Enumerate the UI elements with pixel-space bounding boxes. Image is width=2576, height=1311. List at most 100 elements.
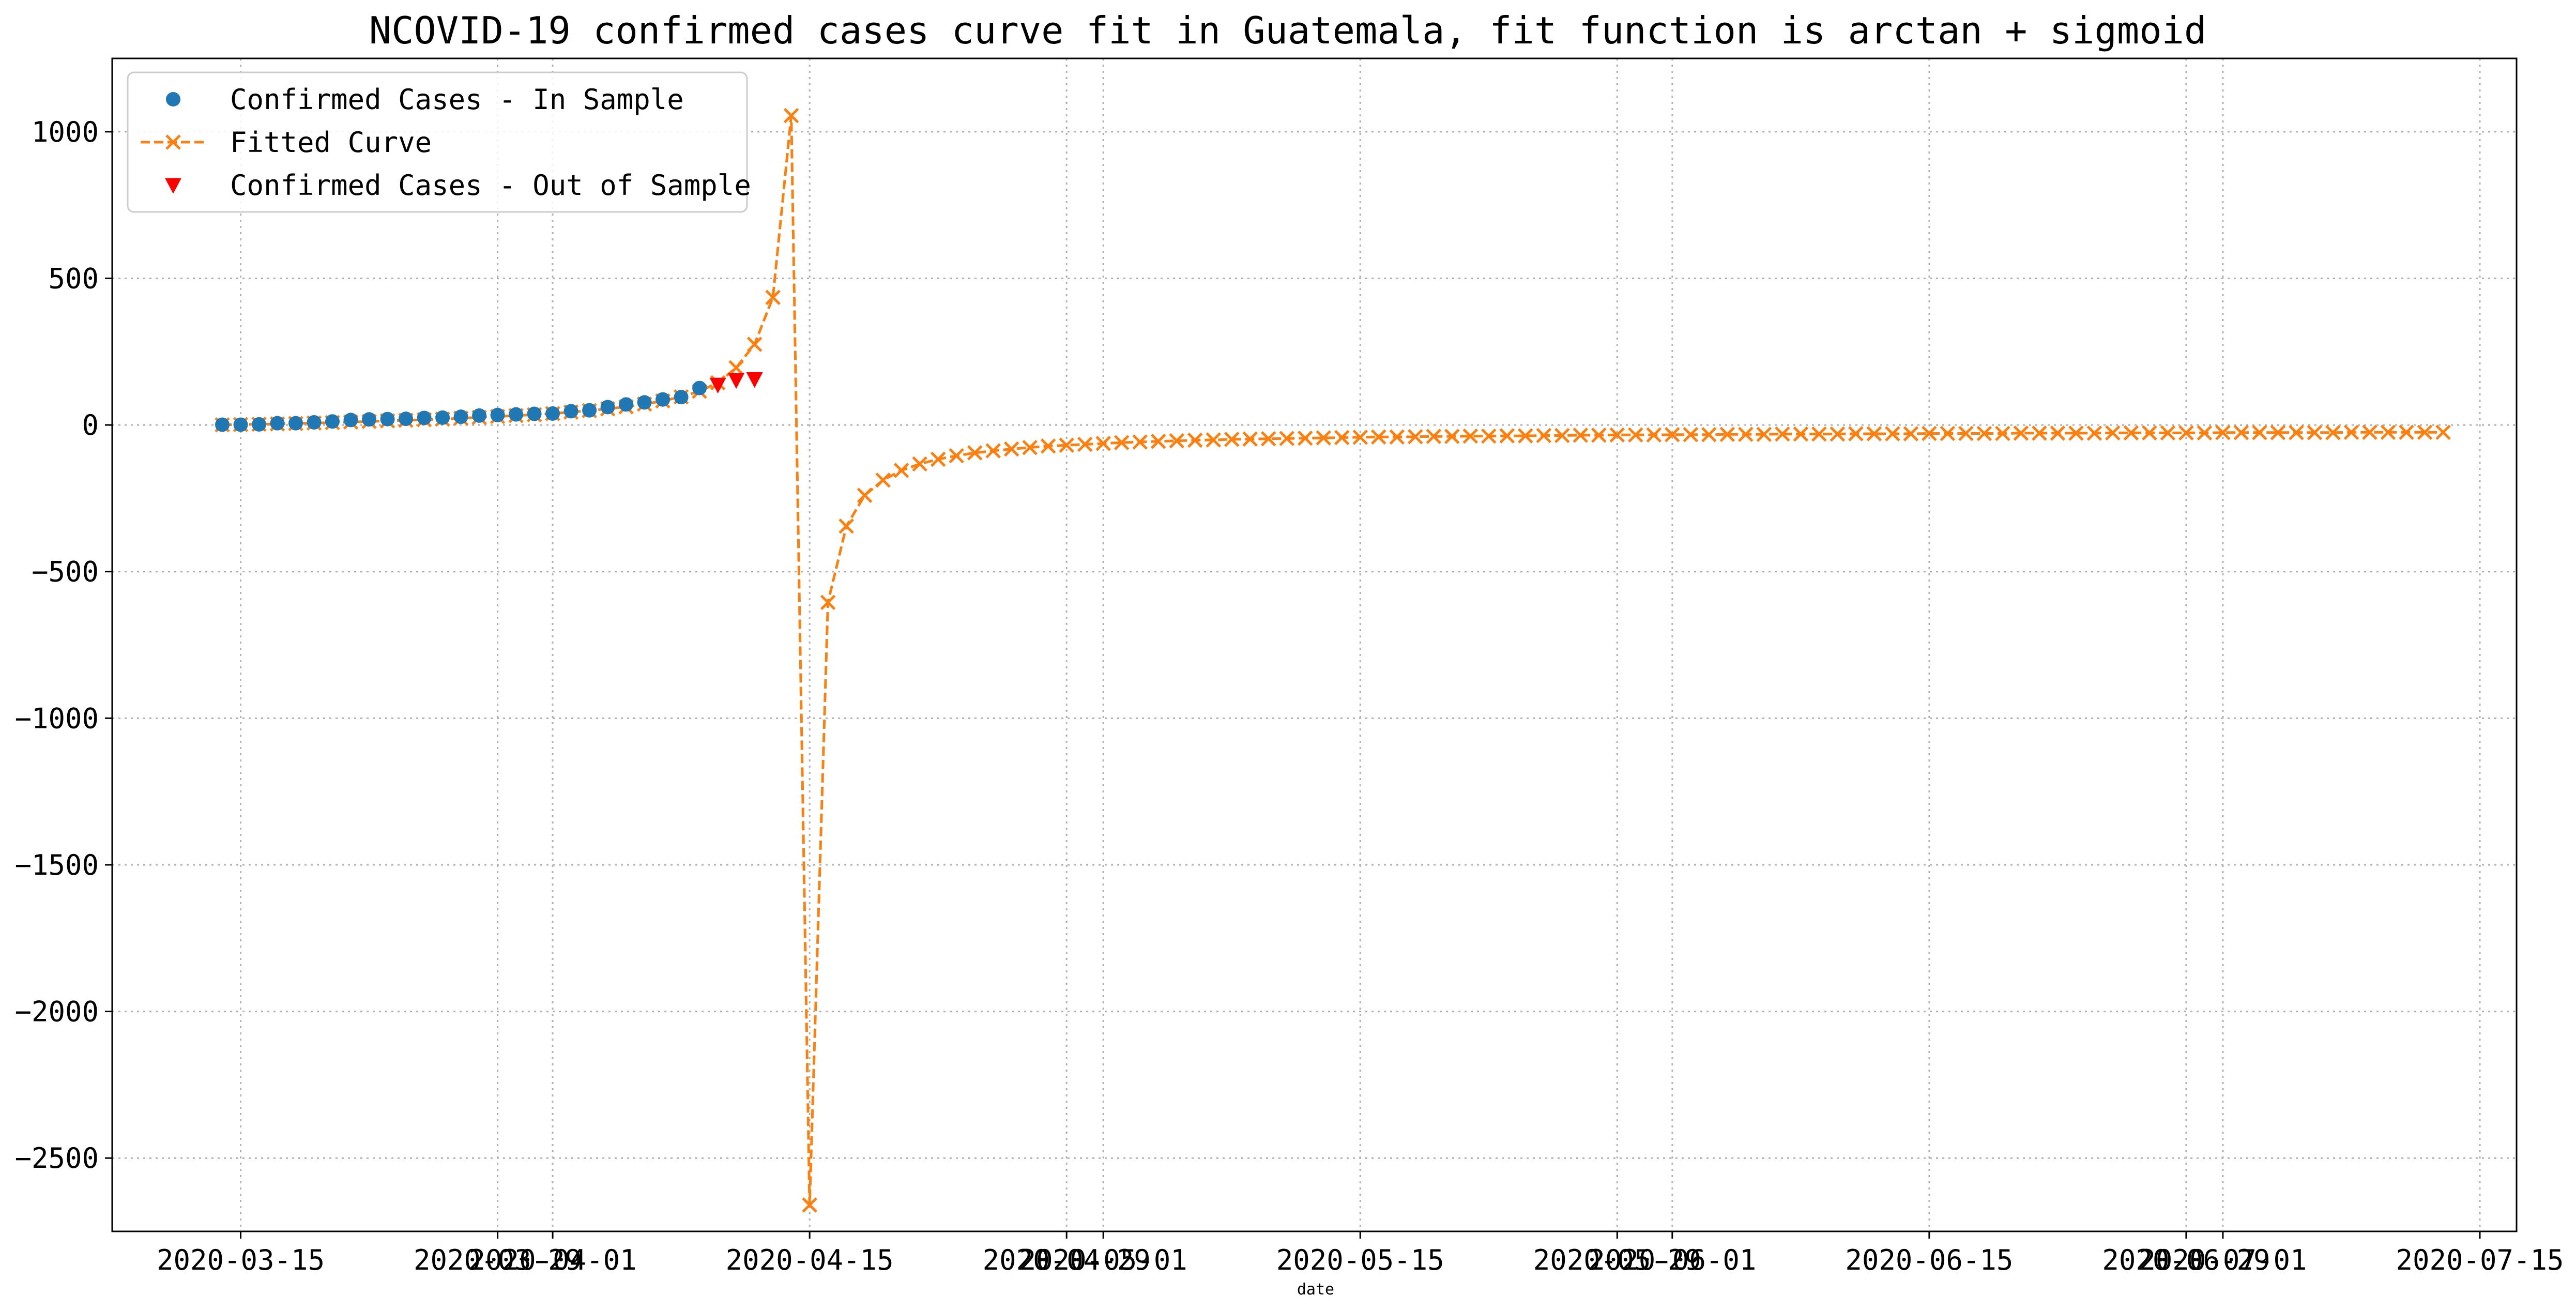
y-tick-label: 0 bbox=[82, 409, 99, 441]
fitted-curve-point bbox=[1352, 430, 1368, 445]
fitted-curve-point bbox=[728, 360, 744, 376]
legend-handle-out-of-sample bbox=[165, 178, 181, 194]
fitted-curve-point bbox=[1114, 435, 1130, 450]
x-tick-label: 2020-03-15 bbox=[157, 1244, 325, 1276]
fitted-curve-point bbox=[1628, 427, 1643, 443]
in-sample-point bbox=[343, 413, 358, 428]
fitted-curve-point bbox=[1187, 432, 1203, 448]
in-sample-point bbox=[490, 407, 505, 422]
fitted-curve-point bbox=[1279, 431, 1295, 446]
x-tick-label: 2020-05-15 bbox=[1276, 1244, 1444, 1276]
in-sample-point bbox=[307, 415, 322, 430]
fitted-curve-point bbox=[2233, 425, 2249, 440]
in-sample-point bbox=[545, 406, 560, 421]
in-sample-point bbox=[582, 403, 597, 418]
x-tick-label: 2020-04-29 bbox=[983, 1244, 1151, 1276]
legend-label: Confirmed Cases - In Sample bbox=[230, 83, 684, 116]
fitted-curve-point bbox=[1132, 434, 1148, 450]
fitted-curve-point bbox=[1059, 437, 1074, 453]
fitted-curve-point bbox=[1848, 426, 1864, 441]
x-tick-label: 2020-06-29 bbox=[2102, 1244, 2270, 1276]
y-tick-label: 1000 bbox=[32, 116, 99, 148]
fitted-curve-point bbox=[875, 472, 891, 488]
fitted-curve-point bbox=[1206, 432, 1221, 448]
in-sample-point bbox=[417, 410, 432, 425]
fitted-curve-point bbox=[912, 456, 927, 472]
x-tick-label: 2020-06-01 bbox=[1588, 1244, 1756, 1276]
fitted-curve-point bbox=[2123, 425, 2139, 441]
fitted-curve-point bbox=[2435, 424, 2451, 440]
fitted-curve-point bbox=[1077, 436, 1093, 452]
fitted-curve-point bbox=[893, 463, 909, 478]
in-sample-point bbox=[656, 392, 670, 407]
in-sample-point bbox=[674, 390, 689, 405]
fitted-curve-point bbox=[1462, 428, 1478, 444]
fitted-curve-point bbox=[2105, 425, 2121, 441]
in-sample-point bbox=[527, 406, 542, 421]
fitted-curve-point bbox=[2399, 424, 2414, 440]
in-sample-point bbox=[215, 417, 230, 432]
fitted-curve-point bbox=[2160, 425, 2176, 441]
in-sample-point bbox=[453, 409, 468, 424]
fitted-curve-point bbox=[1665, 427, 1680, 443]
out-of-sample-series bbox=[709, 372, 763, 394]
fitted-curve-point bbox=[839, 518, 854, 534]
in-sample-point bbox=[399, 411, 414, 426]
in-sample-point bbox=[472, 408, 487, 423]
fitted-curve-point bbox=[765, 289, 781, 306]
fitted-curve-point bbox=[1775, 426, 1790, 442]
fitted-curve-point bbox=[1719, 426, 1735, 442]
fitted-curve-point bbox=[1738, 426, 1754, 442]
x-tick-label: 2020-07-01 bbox=[2139, 1244, 2307, 1276]
in-sample-point bbox=[270, 416, 285, 431]
fitted-curve-point bbox=[1003, 441, 1019, 457]
fitted-curve-point bbox=[1609, 427, 1625, 443]
out-of-sample-point bbox=[709, 377, 726, 394]
fitted-curve-point bbox=[949, 448, 964, 464]
fitted-curve-point bbox=[1334, 430, 1350, 446]
fitted-curve-point bbox=[2343, 424, 2359, 440]
fitted-curve-point bbox=[1646, 427, 1662, 443]
in-sample-series bbox=[215, 380, 707, 432]
fitted-curve-point bbox=[967, 445, 983, 461]
fitted-curve-point bbox=[2068, 425, 2084, 441]
fitted-curve-point bbox=[1022, 439, 1038, 455]
fitted-curve-point bbox=[1995, 425, 2010, 441]
fitted-curve-point bbox=[1481, 428, 1497, 444]
fitted-curve-point bbox=[1903, 426, 1919, 441]
y-tick-label: 500 bbox=[48, 262, 99, 295]
in-sample-point bbox=[637, 395, 652, 410]
y-tick-label: −1000 bbox=[14, 702, 99, 735]
plot-series bbox=[215, 108, 2451, 1213]
fitted-curve-point bbox=[2215, 425, 2231, 440]
fitted-curve-point bbox=[1701, 427, 1717, 443]
out-of-sample-point bbox=[746, 372, 763, 388]
fitted-curve-point bbox=[2032, 425, 2047, 441]
in-sample-point bbox=[600, 400, 615, 415]
fitted-curve-point bbox=[783, 108, 799, 124]
fitted-curve-point bbox=[1591, 428, 1607, 443]
fitted-curve-point bbox=[1040, 438, 1056, 454]
fitted-curve-point bbox=[802, 1197, 817, 1213]
fitted-curve-point bbox=[2013, 425, 2029, 441]
fitted-curve-point bbox=[1976, 425, 1992, 441]
fitted-curve-point bbox=[1499, 428, 1515, 444]
x-axis-label: date bbox=[1297, 1280, 1334, 1299]
y-tick-label: −2500 bbox=[14, 1142, 99, 1175]
legend-label: Confirmed Cases - Out of Sample bbox=[230, 169, 751, 202]
fitted-curve-point bbox=[1922, 425, 1937, 441]
fitted-curve-point bbox=[2417, 424, 2433, 440]
fitted-curve-point bbox=[1518, 428, 1533, 444]
in-sample-point bbox=[252, 417, 267, 432]
fitted-curve-point bbox=[1811, 426, 1827, 442]
fitted-curve-point bbox=[2289, 425, 2304, 440]
fitted-curve-point bbox=[1224, 432, 1240, 447]
x-tick-label: 2020-04-15 bbox=[726, 1244, 894, 1276]
plot-area-frame bbox=[111, 57, 2518, 1232]
legend: Confirmed Cases - In Sample Fitted Curve C… bbox=[127, 71, 751, 213]
in-sample-point bbox=[362, 412, 377, 427]
fitted-curve-point bbox=[2307, 425, 2323, 440]
